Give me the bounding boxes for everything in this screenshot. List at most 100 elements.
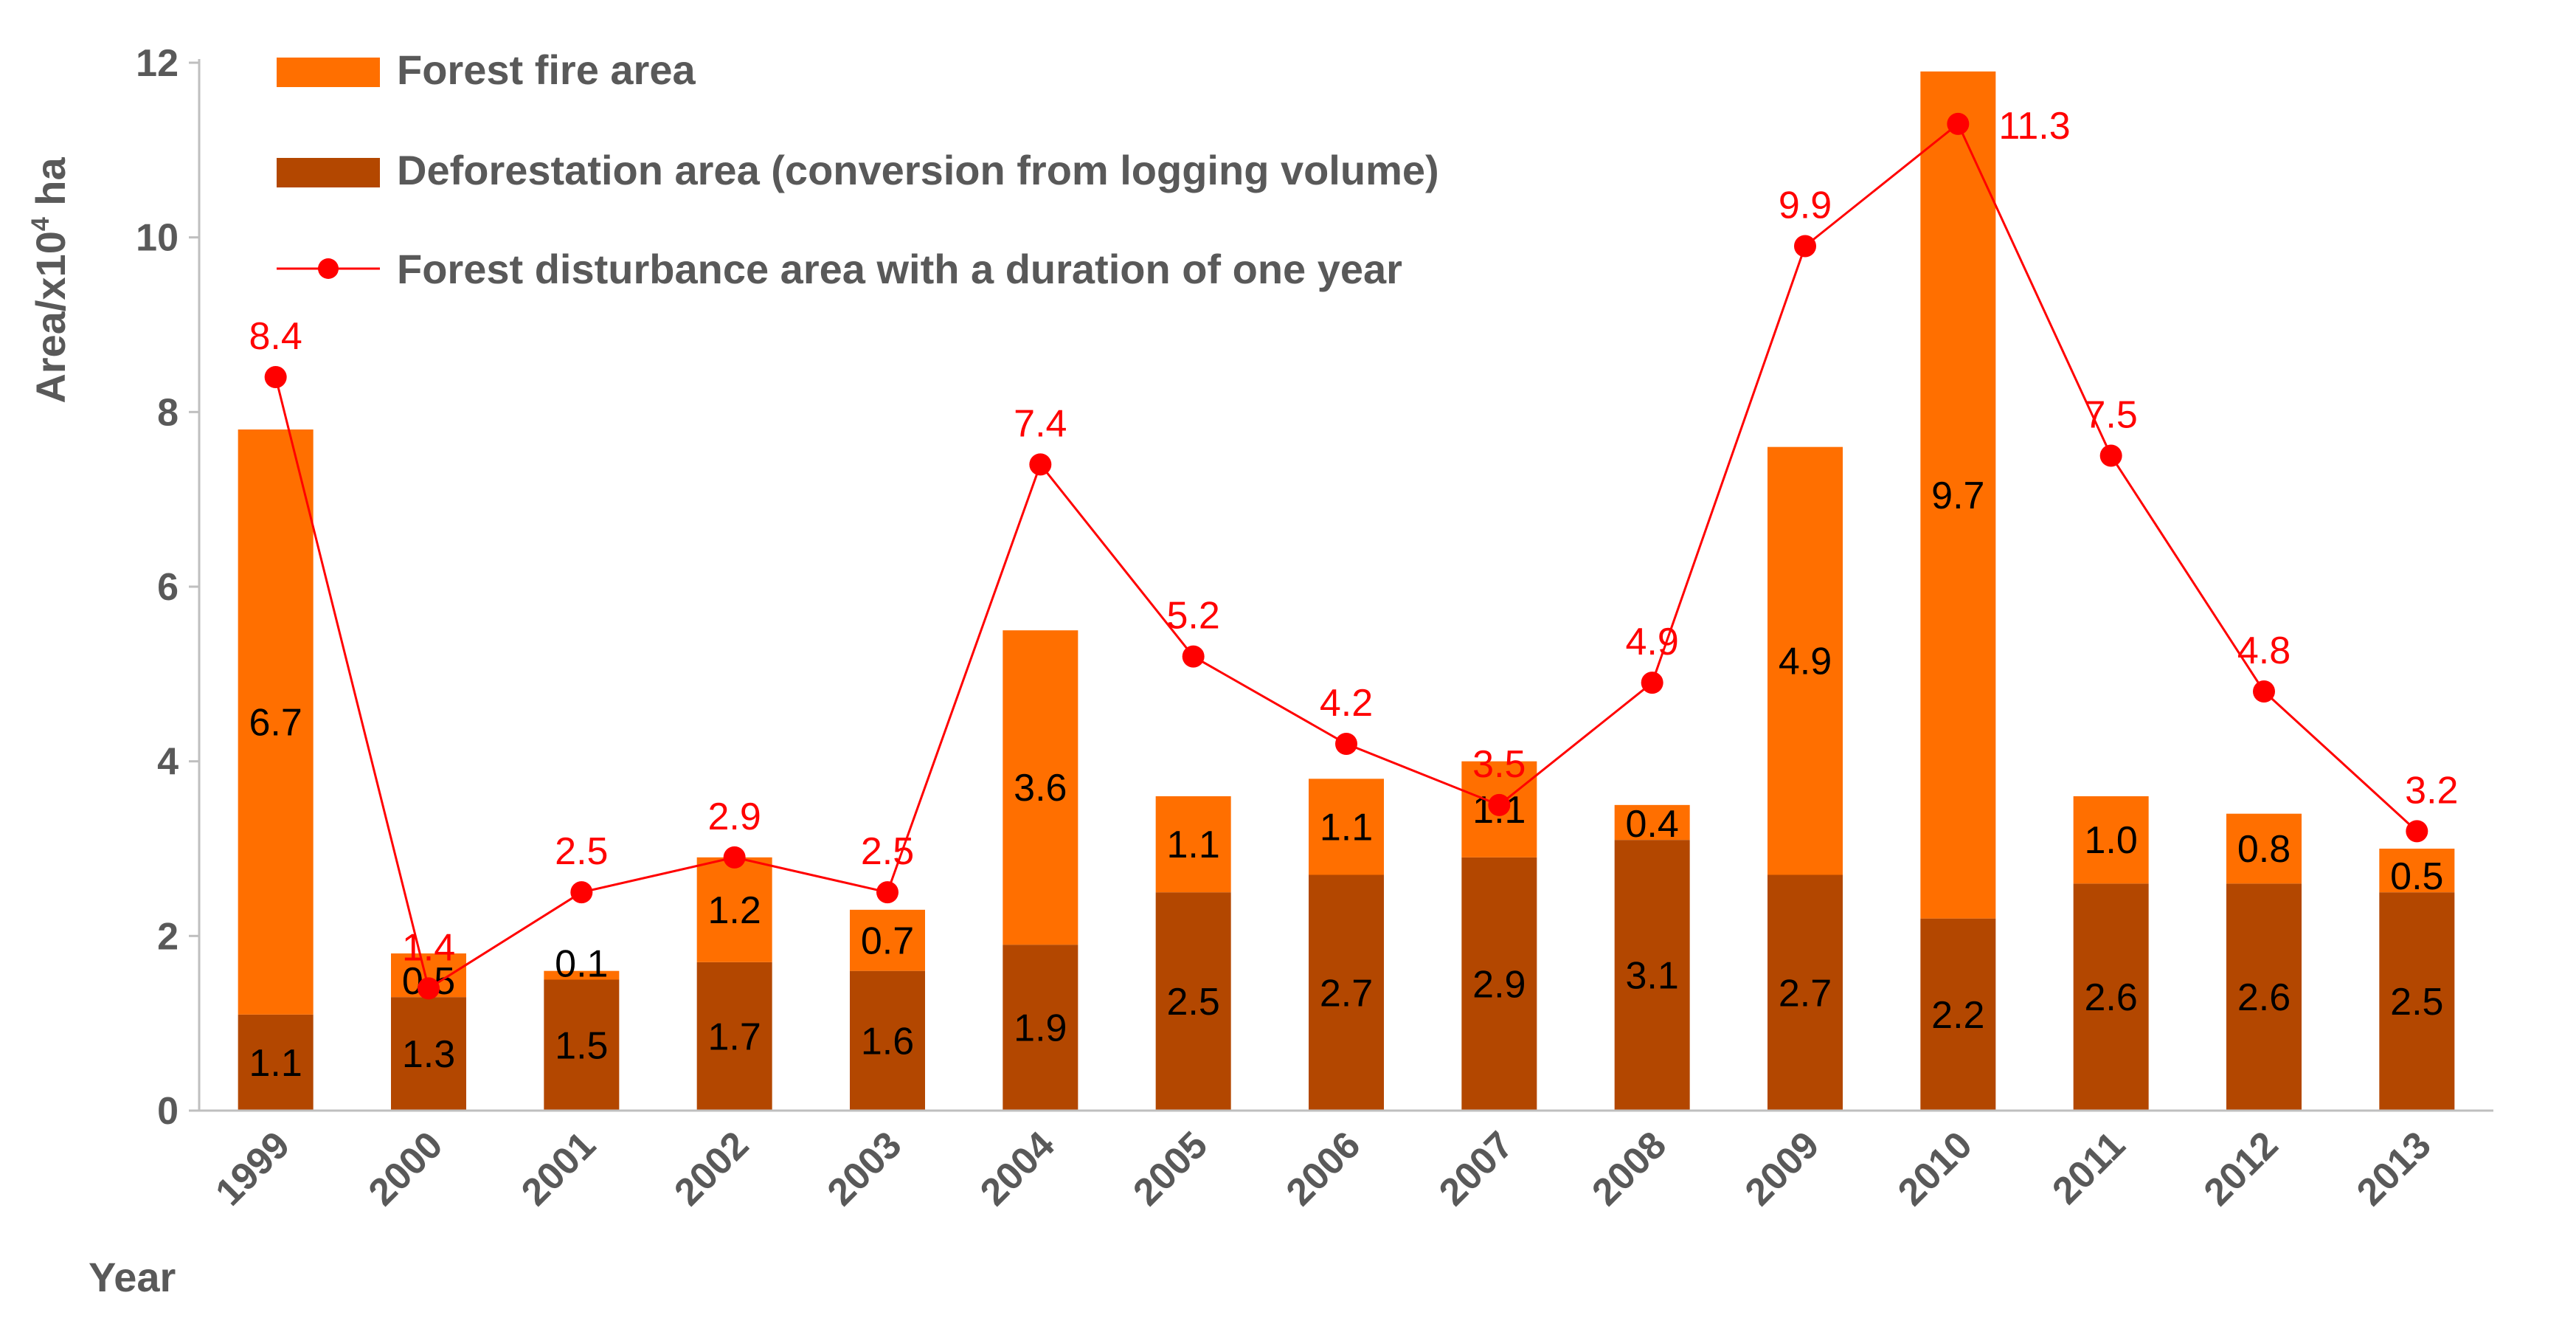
label-fire-2010: 9.7 xyxy=(1931,475,1984,517)
label-disturbance-2011: 7.5 xyxy=(2085,394,2138,437)
label-deforestation-2003: 1.6 xyxy=(861,1020,914,1063)
label-deforestation-1999: 1.1 xyxy=(249,1042,302,1085)
line-labels-layer: 8.4 1.4 2.5 2.9 2.5 7.4 5.2 4.2 3.5 4.9 9.9 11.3 7.5… xyxy=(249,105,2459,970)
point-disturbance-2007 xyxy=(1488,793,1511,816)
y-axis-title-suffix: ha xyxy=(27,156,74,217)
bar-labels-layer: 1.1 6.7 1.3 0.5 1.5 0.1 1.7 1.2 1.6 0.7 1.9 3.6 2.5 1… xyxy=(249,475,2444,1085)
y-axis-title: Area/x104 ha xyxy=(27,156,74,403)
label-deforestation-2002: 1.7 xyxy=(708,1015,761,1058)
point-disturbance-2012 xyxy=(2253,680,2275,703)
label-deforestation-2009: 2.7 xyxy=(1779,972,1832,1015)
y-tick-label-0: 0 xyxy=(157,1090,179,1133)
label-deforestation-2008: 3.1 xyxy=(1626,955,1679,998)
x-tick-label-1999: 1999 xyxy=(207,1123,298,1214)
label-fire-2005: 1.1 xyxy=(1167,824,1220,866)
x-axis-title: Year xyxy=(89,1254,176,1300)
y-tick-label-6: 6 xyxy=(157,566,179,609)
label-disturbance-2003: 2.5 xyxy=(861,830,914,873)
label-disturbance-2013: 3.2 xyxy=(2405,769,2458,812)
label-deforestation-2010: 2.2 xyxy=(1931,994,1984,1037)
bar-fire-2009 xyxy=(1767,446,1843,875)
bar-fire-1999 xyxy=(238,429,314,1015)
bar-deforestation-2013 xyxy=(2379,892,2455,1111)
y-tick-label-8: 8 xyxy=(157,391,179,434)
y-axis-title-main: Area/x10 xyxy=(27,231,74,404)
point-disturbance-2006 xyxy=(1335,733,1357,755)
label-disturbance-2012: 4.8 xyxy=(2237,629,2291,672)
bar-fire-2008 xyxy=(1614,804,1690,841)
point-disturbance-2004 xyxy=(1029,453,1052,476)
bar-fire-2005 xyxy=(1155,796,1231,893)
y-tick-label-2: 2 xyxy=(157,915,179,958)
bar-deforestation-2005 xyxy=(1155,892,1231,1111)
x-tick-label-2003: 2003 xyxy=(820,1123,910,1214)
label-fire-1999: 6.7 xyxy=(249,701,302,744)
label-fire-2013: 0.5 xyxy=(2390,855,2443,898)
label-disturbance-2001: 2.5 xyxy=(555,830,608,873)
bar-fire-2012 xyxy=(2226,813,2302,884)
bar-deforestation-2000 xyxy=(391,997,466,1111)
legend-swatch-deforestation xyxy=(277,158,380,187)
line-layer xyxy=(264,112,2428,1000)
bar-deforestation-2011 xyxy=(2073,883,2149,1111)
x-tick-label-2004: 2004 xyxy=(972,1123,1063,1214)
bar-deforestation-2008 xyxy=(1614,840,1690,1111)
point-disturbance-2008 xyxy=(1641,672,1663,694)
label-disturbance-2002: 2.9 xyxy=(708,796,761,838)
x-tick-label-2012: 2012 xyxy=(2196,1123,2287,1214)
x-tick-label-2007: 2007 xyxy=(1431,1123,1522,1214)
bar-deforestation-2007 xyxy=(1461,857,1537,1111)
bar-fire-2006 xyxy=(1309,779,1384,875)
label-disturbance-2005: 5.2 xyxy=(1167,595,1220,638)
label-deforestation-2004: 1.9 xyxy=(1014,1007,1067,1050)
point-disturbance-2013 xyxy=(2406,820,2428,843)
y-tick-label-12: 12 xyxy=(136,42,179,85)
y-tick-label-4: 4 xyxy=(157,741,179,784)
label-deforestation-2000: 1.3 xyxy=(402,1033,455,1076)
label-disturbance-2010: 11.3 xyxy=(1998,105,2070,148)
label-deforestation-2001: 1.5 xyxy=(555,1024,608,1067)
bar-fire-2001 xyxy=(544,970,620,980)
bar-fire-2010 xyxy=(1920,71,1996,919)
x-tick-label-2013: 2013 xyxy=(2349,1123,2440,1214)
label-fire-2001: 0.1 xyxy=(555,943,608,986)
x-tick-label-2006: 2006 xyxy=(1278,1123,1369,1214)
label-disturbance-2000: 1.4 xyxy=(402,926,455,969)
bar-fire-2004 xyxy=(1003,630,1078,945)
y-tick-label-10: 10 xyxy=(136,217,179,260)
point-disturbance-2011 xyxy=(2099,444,2122,467)
bar-fire-2003 xyxy=(850,909,925,971)
point-disturbance-2001 xyxy=(570,881,593,904)
point-disturbance-2010 xyxy=(1947,112,1970,135)
label-deforestation-2013: 2.5 xyxy=(2390,981,2443,1024)
x-tick-label-2000: 2000 xyxy=(361,1123,451,1214)
bar-fire-2013 xyxy=(2379,849,2455,893)
label-fire-2006: 1.1 xyxy=(1320,806,1373,849)
label-deforestation-2005: 2.5 xyxy=(1167,981,1220,1024)
legend-label-fire: Forest fire area xyxy=(397,46,696,93)
legend-label-disturbance: Forest disturbance area with a duration … xyxy=(397,246,1402,292)
bar-deforestation-2001 xyxy=(544,979,620,1111)
point-disturbance-2009 xyxy=(1794,235,1816,258)
label-disturbance-2004: 7.4 xyxy=(1014,402,1067,445)
label-deforestation-2012: 2.6 xyxy=(2237,976,2291,1019)
bar-fire-2002 xyxy=(696,857,772,962)
bar-fire-2011 xyxy=(2073,796,2149,884)
label-disturbance-2008: 4.9 xyxy=(1626,621,1679,663)
label-fire-2008: 0.4 xyxy=(1626,803,1679,846)
point-disturbance-2002 xyxy=(723,846,746,869)
bar-deforestation-2010 xyxy=(1920,918,1996,1111)
bar-deforestation-2012 xyxy=(2226,883,2302,1111)
y-axis-title-sup: 4 xyxy=(27,217,55,231)
bar-deforestation-2004 xyxy=(1003,945,1078,1111)
label-disturbance-2006: 4.2 xyxy=(1320,682,1373,725)
point-disturbance-2003 xyxy=(876,881,899,904)
label-fire-2003: 0.7 xyxy=(861,919,914,962)
label-deforestation-2011: 2.6 xyxy=(2085,976,2138,1019)
x-tick-label-2002: 2002 xyxy=(666,1123,757,1214)
point-disturbance-2005 xyxy=(1182,645,1205,668)
point-disturbance-1999 xyxy=(264,366,287,388)
label-fire-2009: 4.9 xyxy=(1779,641,1832,683)
bar-deforestation-2006 xyxy=(1309,874,1384,1111)
